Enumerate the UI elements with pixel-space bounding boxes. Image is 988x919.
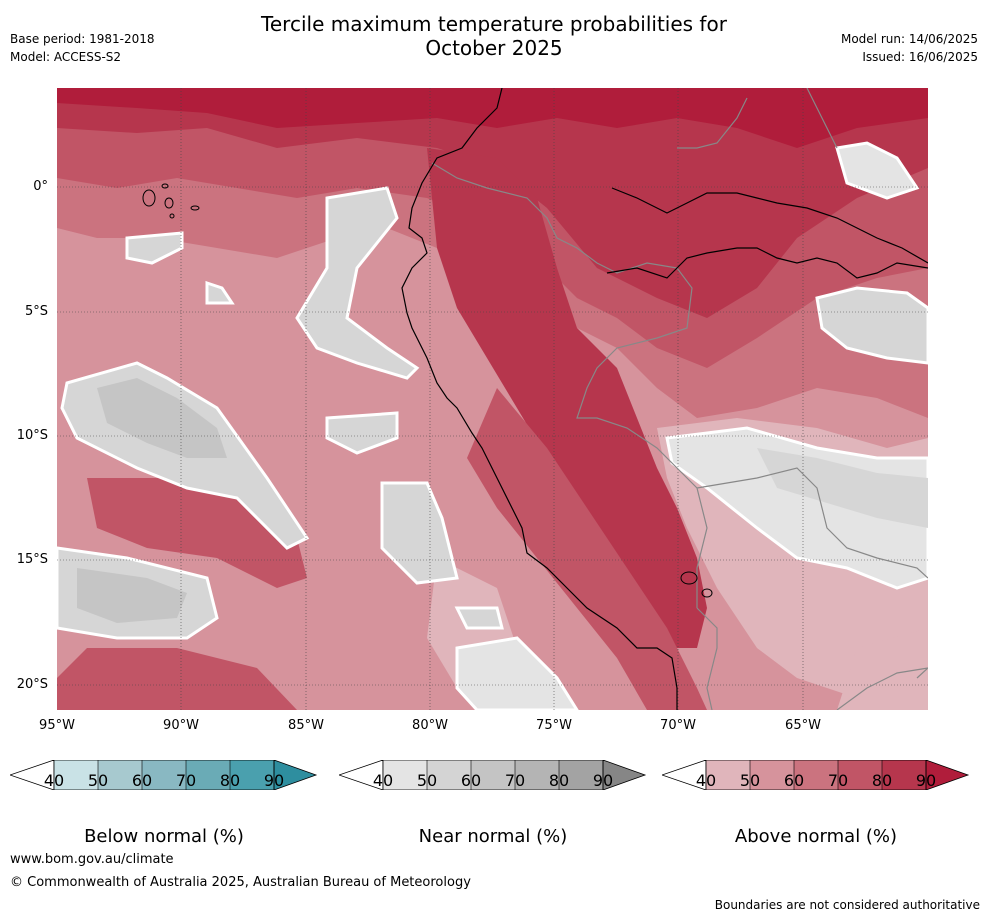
galapagos-islands (142, 183, 200, 219)
cb-below-seg-1 (54, 760, 98, 790)
cb-near-seg-2 (427, 760, 471, 790)
cb-above-tick-80: 80 (871, 771, 893, 790)
cb-above-tick-70: 70 (827, 771, 849, 790)
cb-above-seg-1 (706, 760, 750, 790)
cb-near-seg-1 (383, 760, 427, 790)
lat-label-0: 0° (33, 179, 48, 194)
near-patch-5 (325, 411, 399, 455)
cb-near-seg-5 (559, 760, 603, 790)
near-patch-8 (455, 636, 579, 710)
meta-left: Base period: 1981-2018 Model: ACCESS-S2 (10, 30, 155, 66)
lat-label-5s: 5°S (24, 304, 48, 319)
cb-below-seg-5 (230, 760, 274, 790)
lon-label-85w: 85°W (288, 718, 324, 733)
cb-above-seg-4 (838, 760, 882, 790)
cb-below-tick-70: 70 (175, 771, 197, 790)
colorbar-near (339, 760, 647, 790)
model-name: Model: ACCESS-S2 (10, 50, 122, 64)
near-patch-12 (835, 141, 920, 200)
cb-near-tick-40: 40 (372, 771, 394, 790)
cb-near-seg-3 (471, 760, 515, 790)
cb-below-tick-80: 80 (219, 771, 241, 790)
colorbar-below (10, 760, 318, 790)
field-andes-70-80 (467, 388, 707, 710)
lon-label-95w: 95°W (39, 718, 75, 733)
near-patch-9 (454, 606, 504, 630)
map-title: Tercile maximum temperature probabilitie… (0, 12, 988, 60)
model-run: Model run: 14/06/2025 (840, 32, 978, 46)
footer-url: www.bom.gov.au/climate (10, 852, 174, 867)
meta-right: Model run: 14/06/2025 Issued: 16/06/2025 (841, 30, 978, 66)
lat-label-15s: 15°S (16, 552, 48, 567)
cb-above-tick-50: 50 (739, 771, 761, 790)
lat-label-20s: 20°S (16, 677, 48, 692)
lon-label-75w: 75°W (536, 718, 572, 733)
cb-near-tick-50: 50 (416, 771, 438, 790)
near-patch-4-inner (97, 378, 227, 458)
title-line-2: October 2025 (425, 36, 563, 60)
title-line-1: Tercile maximum temperature probabilitie… (261, 12, 727, 36)
lon-label-90w: 90°W (163, 718, 199, 733)
cb-above-seg-3 (794, 760, 838, 790)
near-patch-2 (125, 231, 184, 265)
cb-below-tick-90: 90 (263, 771, 285, 790)
lat-label-10s: 10°S (16, 428, 48, 443)
cb-below-tick-60: 60 (131, 771, 153, 790)
colorbar-above (662, 760, 970, 790)
footer-note: Boundaries are not considered authoritat… (714, 898, 980, 912)
field-north-80-90 (57, 88, 928, 318)
cb-below-seg-3 (142, 760, 186, 790)
near-patch-7-inner (77, 568, 187, 623)
cb-above-seg-5 (882, 760, 926, 790)
graticule (57, 88, 928, 710)
field-andes-80-90 (427, 148, 707, 648)
base-period: Base period: 1981-2018 (10, 32, 155, 46)
field-north-90 (57, 88, 928, 148)
field-south-70-80-b (57, 648, 297, 710)
cb-above-title: Above normal (%) (734, 826, 898, 847)
cb-near-tick-90: 90 (592, 771, 614, 790)
near-patch-6 (380, 481, 459, 585)
near-patch-10 (665, 426, 928, 590)
cb-near-title: Near normal (%) (418, 826, 568, 847)
cb-near-tick-80: 80 (548, 771, 570, 790)
near-patch-11 (815, 286, 928, 365)
cb-near-tick-70: 70 (504, 771, 526, 790)
near-patch-1 (295, 186, 420, 380)
cb-near-tick-60: 60 (460, 771, 482, 790)
cb-above-tick-90: 90 (915, 771, 937, 790)
probability-map (57, 88, 928, 710)
near-patch-3 (205, 280, 235, 305)
cb-below-title: Below normal (%) (84, 826, 244, 847)
cb-below-tick-40: 40 (43, 771, 65, 790)
lon-label-80w: 80°W (412, 718, 448, 733)
cb-below-seg-4 (186, 760, 230, 790)
lon-label-65w: 65°W (785, 718, 821, 733)
cb-above-seg-2 (750, 760, 794, 790)
cb-above-tick-40: 40 (695, 771, 717, 790)
field-southeast-40-50 (837, 628, 928, 710)
lake-titicaca (680, 571, 713, 598)
lon-label-70w: 70°W (660, 718, 696, 733)
country-borders (431, 88, 928, 710)
cb-below-seg-2 (98, 760, 142, 790)
footer-copyright: © Commonwealth of Australia 2025, Austra… (10, 875, 471, 890)
coastline (401, 88, 928, 710)
cb-below-tick-50: 50 (87, 771, 109, 790)
near-patch-10-inner (757, 448, 928, 528)
issued-date: Issued: 16/06/2025 (862, 50, 978, 64)
cb-above-tick-60: 60 (783, 771, 805, 790)
cb-near-seg-4 (515, 760, 559, 790)
